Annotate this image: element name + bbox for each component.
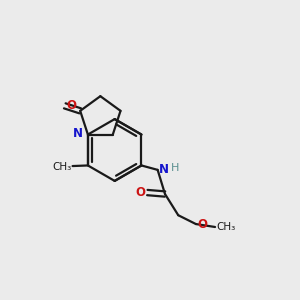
Text: O: O (135, 186, 145, 199)
Text: N: N (73, 127, 82, 140)
Text: CH₃: CH₃ (52, 162, 72, 172)
Text: N: N (159, 164, 169, 176)
Text: O: O (197, 218, 207, 231)
Text: H: H (171, 164, 179, 173)
Text: O: O (67, 99, 76, 112)
Text: CH₃: CH₃ (217, 222, 236, 232)
